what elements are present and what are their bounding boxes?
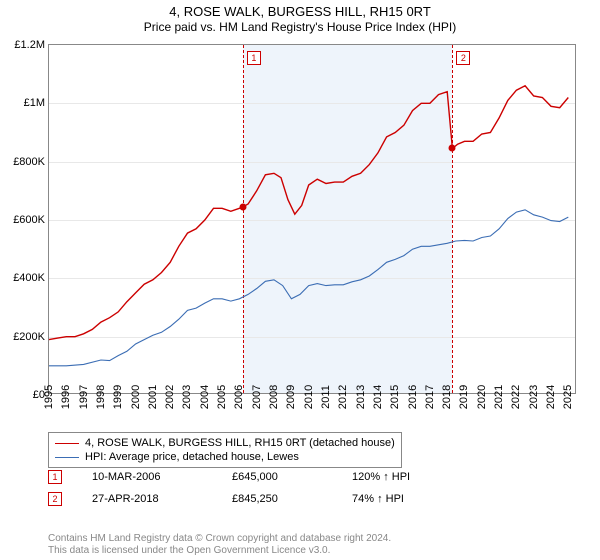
plot-area: £0£200K£400K£600K£800K£1M£1.2M1995199619…	[48, 44, 576, 394]
y-axis-label: £800K	[13, 156, 45, 168]
y-axis-label: £400K	[13, 272, 45, 284]
footer-line-1: Contains HM Land Registry data © Crown c…	[48, 533, 391, 544]
y-axis-label: £600K	[13, 214, 45, 226]
title-block: 4, ROSE WALK, BURGESS HILL, RH15 0RT Pri…	[0, 0, 600, 34]
event-price: £645,000	[232, 471, 322, 483]
series-svg	[49, 45, 577, 395]
event-row-marker: 2	[48, 492, 62, 506]
event-price: £845,250	[232, 493, 322, 505]
legend-label: 4, ROSE WALK, BURGESS HILL, RH15 0RT (de…	[85, 437, 395, 449]
event-dot	[449, 145, 456, 152]
event-pct: 120% ↑ HPI	[352, 471, 410, 483]
event-row-marker: 1	[48, 470, 62, 484]
legend-swatch	[55, 443, 79, 444]
legend: 4, ROSE WALK, BURGESS HILL, RH15 0RT (de…	[48, 432, 402, 468]
y-axis-label: £200K	[13, 331, 45, 343]
chart-subtitle: Price paid vs. HM Land Registry's House …	[0, 20, 600, 34]
footer-line-2: This data is licensed under the Open Gov…	[48, 545, 330, 556]
chart-container: 4, ROSE WALK, BURGESS HILL, RH15 0RT Pri…	[0, 0, 600, 560]
event-row: 2 27-APR-2018 £845,250 74% ↑ HPI	[48, 492, 404, 506]
series-hpi	[49, 210, 568, 366]
event-dot	[239, 203, 246, 210]
event-date: 10-MAR-2006	[92, 471, 202, 483]
event-date: 27-APR-2018	[92, 493, 202, 505]
legend-item: 4, ROSE WALK, BURGESS HILL, RH15 0RT (de…	[55, 436, 395, 450]
event-row: 1 10-MAR-2006 £645,000 120% ↑ HPI	[48, 470, 410, 484]
y-axis-label: £1M	[24, 97, 45, 109]
legend-label: HPI: Average price, detached house, Lewe…	[85, 451, 299, 463]
legend-swatch	[55, 457, 79, 458]
chart-title: 4, ROSE WALK, BURGESS HILL, RH15 0RT	[0, 4, 600, 19]
series-property	[49, 86, 568, 340]
event-pct: 74% ↑ HPI	[352, 493, 404, 505]
y-axis-label: £1.2M	[14, 39, 45, 51]
legend-item: HPI: Average price, detached house, Lewe…	[55, 450, 395, 464]
